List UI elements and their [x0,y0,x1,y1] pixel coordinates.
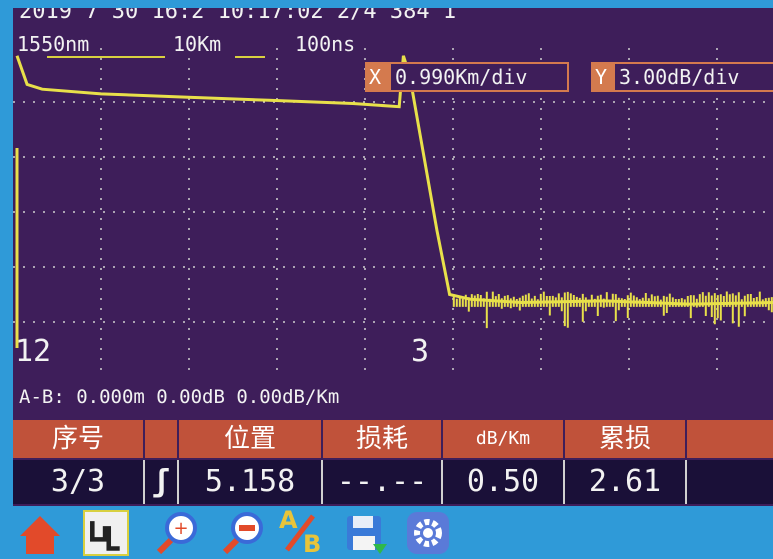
trace-svg [13,48,773,378]
row-cumulative[interactable]: 2.61 [565,460,687,504]
otdr-screen: 2019 7 30 16:2 10:17:02 2/4 384 1 1550nm… [13,8,773,559]
table-header-db-per-km: dB/Km [443,420,563,458]
ab-icon-slash [285,514,315,552]
toolbar: + A B [13,506,773,559]
noise-floor [452,291,773,329]
y-scale-value[interactable]: 3.00dB/div [613,62,773,92]
event-icon[interactable] [83,510,129,556]
home-icon[interactable] [17,510,63,556]
settings-icon[interactable] [405,510,451,556]
ab-icon-a: A [279,506,298,534]
zoom-in-icon[interactable]: + [153,510,199,556]
marker-left-label: 12 [15,334,52,369]
row-db-per-km[interactable]: 0.50 [443,460,565,504]
save-icon[interactable] [343,510,389,556]
table-header-cumulative: 累损 [565,420,685,458]
ab-readout: A-B: 0.000m 0.00dB 0.00dB/Km [19,386,340,408]
wavelength-label[interactable]: 1550nm [17,32,90,56]
ab-icon[interactable]: A B [277,506,323,558]
table-header-index: 序号 [13,420,143,458]
row-event-type[interactable]: ʃ [145,460,179,504]
svg-text:+: + [173,518,188,539]
range-underline [235,56,265,58]
table-header-position: 位置 [179,420,321,458]
pulse-label[interactable]: 100ns [295,32,356,56]
zoom-out-icon[interactable] [219,510,265,556]
y-scale-tag: Y [591,62,615,92]
row-loss[interactable]: --.-- [323,460,443,504]
row-extra [687,460,773,504]
status-text: 2019 7 30 16:2 10:17:02 2/4 384 1 [19,8,457,24]
range-label[interactable]: 10Km [173,32,222,56]
table-header-loss: 损耗 [323,420,441,458]
wavelength-underline [47,56,165,58]
table-header-type [145,420,177,458]
table-header-extra [687,420,773,458]
x-scale-value[interactable]: 0.990Km/div [389,62,569,92]
row-position[interactable]: 5.158 [179,460,323,504]
row-index[interactable]: 3/3 [13,460,145,504]
x-scale-tag: X [365,62,389,92]
trace-plot[interactable] [13,8,773,390]
ab-icon-b: B [303,530,322,558]
marker-right-label: 3 [411,334,430,369]
